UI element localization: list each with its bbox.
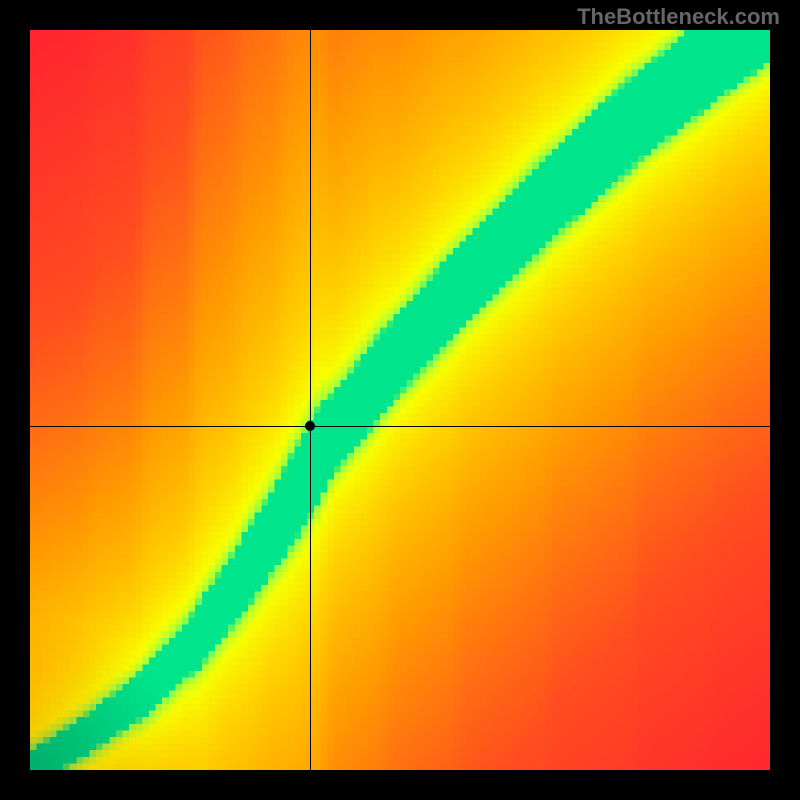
selection-point (305, 421, 315, 431)
crosshair-vertical (310, 30, 311, 770)
crosshair-horizontal (30, 426, 770, 427)
heatmap-plot (30, 30, 770, 770)
heatmap-canvas (30, 30, 770, 770)
watermark-text: TheBottleneck.com (577, 4, 780, 30)
